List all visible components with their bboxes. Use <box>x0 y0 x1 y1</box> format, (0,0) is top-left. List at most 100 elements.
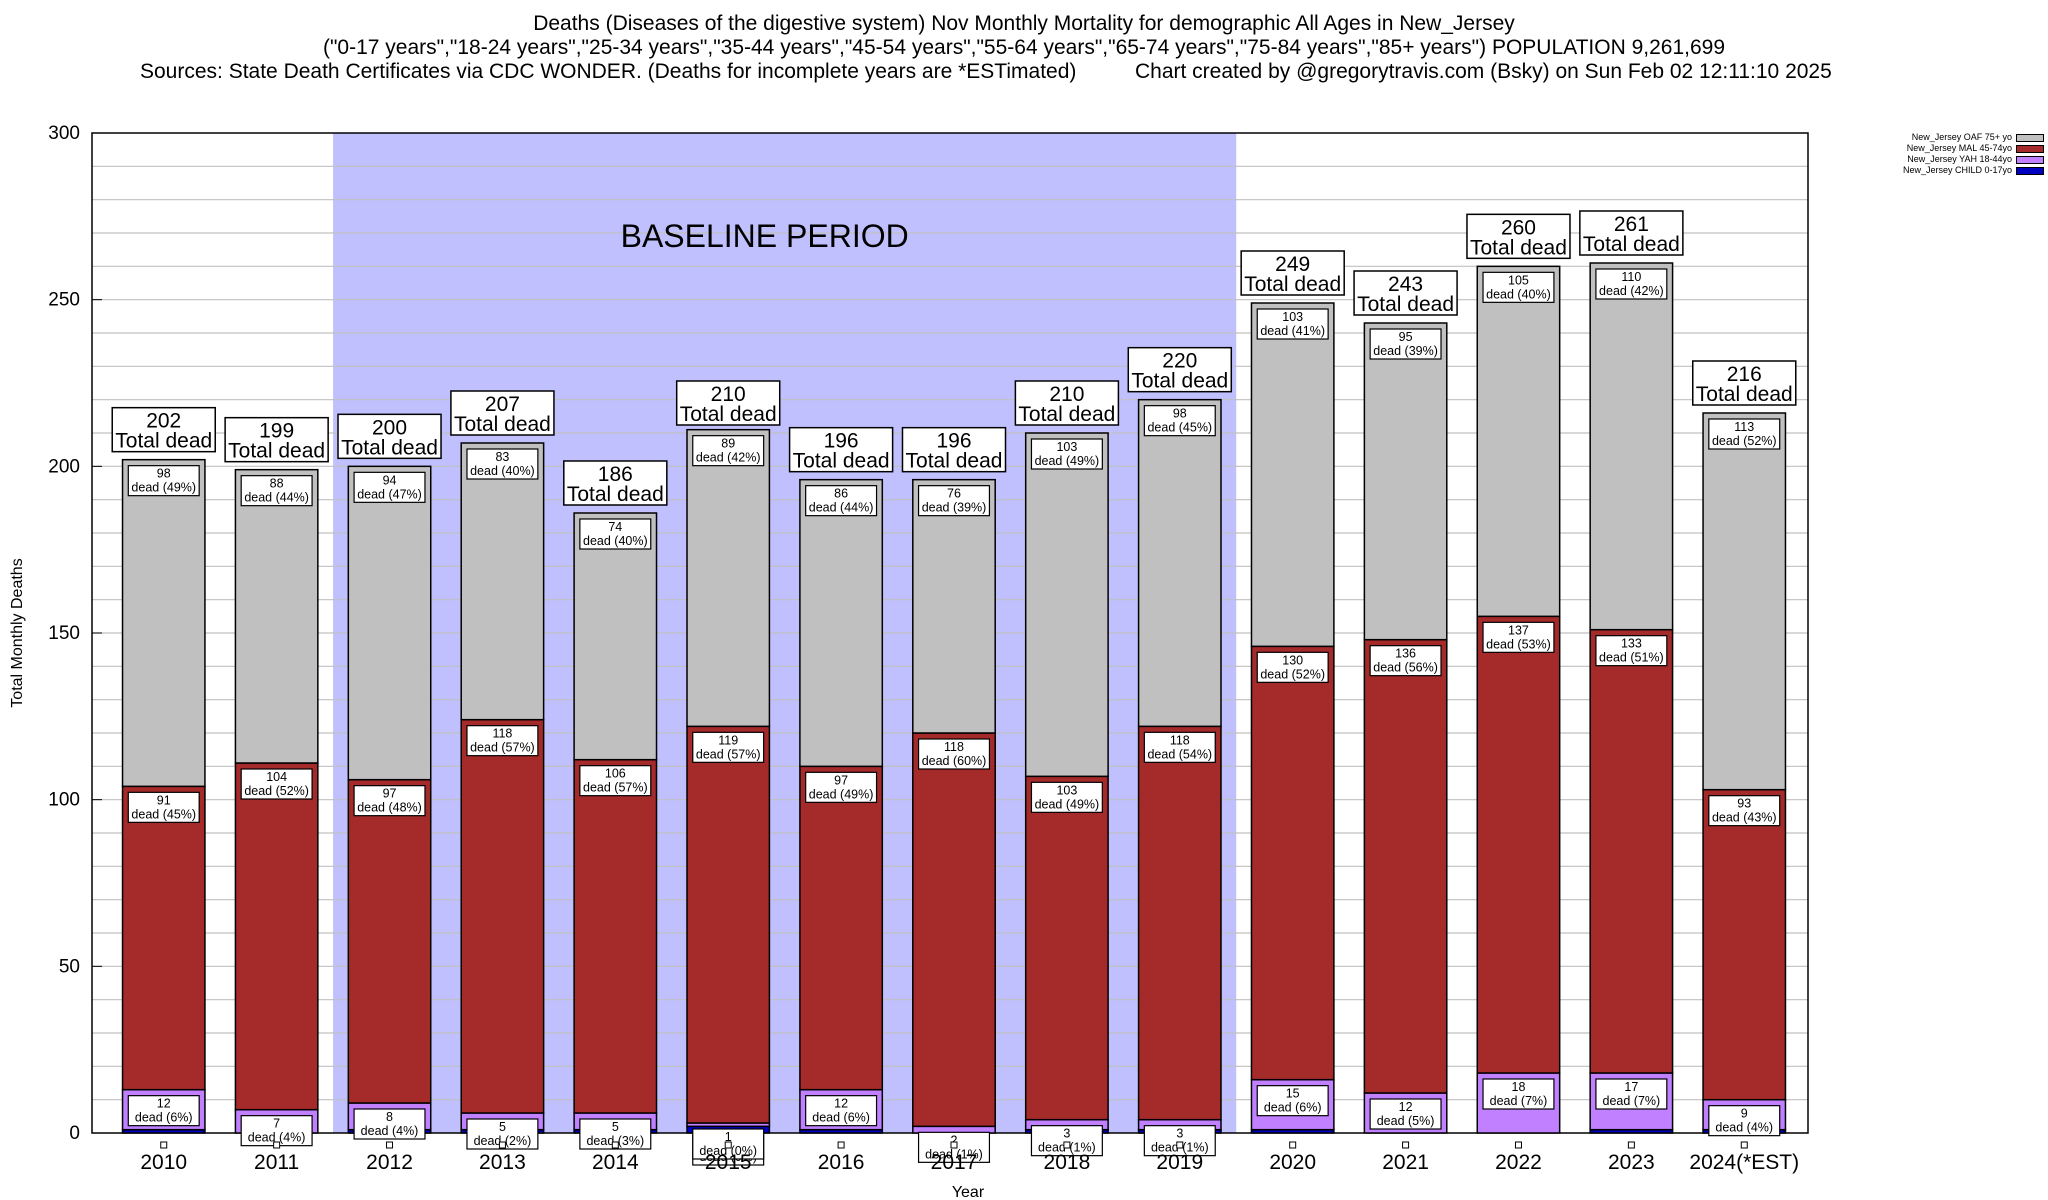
segment-label-box <box>127 465 200 497</box>
segment-label-pct: dead (57%) <box>696 747 761 761</box>
segment-label-value: 105 <box>1508 273 1529 287</box>
segment-label-box <box>1030 438 1103 470</box>
segment-label-value: 113 <box>1734 420 1754 434</box>
segment-label-value: 118 <box>944 740 964 754</box>
x-tick-label: 2011 <box>254 1151 299 1174</box>
segment-label-pct: dead (45%) <box>131 807 196 821</box>
segment-label-pct: dead (49%) <box>131 481 196 495</box>
segment-label-value: 118 <box>492 727 512 741</box>
segment-label-value: 3 <box>1176 1127 1183 1141</box>
segment-label-box <box>1708 795 1781 827</box>
total-label-box <box>563 460 668 506</box>
segment-label-pct: dead (51%) <box>1599 651 1664 665</box>
segment-label-value: 15 <box>1286 1087 1300 1101</box>
child-marker <box>724 1141 732 1149</box>
segment-label-value: 93 <box>1737 797 1751 811</box>
child-marker <box>1514 1141 1522 1149</box>
segment-label-pct: dead (48%) <box>357 801 422 815</box>
total-label-text: Total dead <box>1583 233 1680 256</box>
segment-label-pct: dead (45%) <box>1147 421 1212 435</box>
segment-label-pct: dead (40%) <box>583 534 648 548</box>
segment-label-box <box>353 1108 426 1140</box>
segment-label-box <box>1708 1105 1781 1137</box>
segment-label-box <box>353 471 426 503</box>
total-label-text: Total dead <box>115 430 212 453</box>
y-tick-label: 250 <box>48 290 80 311</box>
segment-label-pct: dead (52%) <box>1260 667 1325 681</box>
segment-label-box <box>692 731 765 763</box>
segment-label-box <box>127 791 200 823</box>
segment-label-box <box>1369 328 1442 360</box>
bar-segment-oaf <box>686 428 771 728</box>
bar-segment-oaf <box>460 442 545 721</box>
child-marker <box>1289 1141 1297 1149</box>
bar-segment-mal <box>1589 628 1674 1074</box>
x-tick-label: 2017 <box>931 1151 978 1174</box>
total-label-value: 261 <box>1614 213 1649 236</box>
chart-titles: Deaths (Diseases of the digestive system… <box>0 12 2048 83</box>
segment-label-value: 94 <box>383 473 397 487</box>
total-label-box <box>1127 346 1233 393</box>
segment-label-pct: dead (4%) <box>248 1131 306 1145</box>
segment-label-box <box>805 485 878 517</box>
total-label-value: 200 <box>372 416 407 439</box>
segment-label-box <box>1369 1098 1442 1130</box>
segment-label-value: 106 <box>605 767 626 781</box>
segment-label-pct: dead (2%) <box>474 1134 532 1148</box>
bar-segment-oaf <box>912 478 996 734</box>
bar-segment-mal <box>799 765 884 1091</box>
total-label-value: 186 <box>598 463 633 486</box>
x-tick-label: 2012 <box>366 1151 413 1174</box>
segment-label-box <box>917 738 991 770</box>
x-axis-label: Year <box>952 1184 985 1200</box>
y-tick-label: 300 <box>48 123 80 144</box>
total-label-box <box>1692 360 1797 406</box>
total-label-text: Total dead <box>1357 293 1454 316</box>
segment-label-pct: dead (42%) <box>696 451 761 465</box>
segment-label-value: 137 <box>1508 623 1529 637</box>
x-tick-label: 2010 <box>140 1151 187 1174</box>
total-label-text: Total dead <box>1018 403 1115 426</box>
segment-label-value: 91 <box>157 793 171 807</box>
total-label-box <box>788 426 894 473</box>
bar-segment-oaf <box>347 465 432 781</box>
bar-segment-mal <box>1702 788 1787 1101</box>
child-marker <box>1063 1141 1071 1149</box>
total-label-value: 199 <box>259 420 294 443</box>
segment-label-box <box>1595 1078 1668 1110</box>
segment-label-box <box>1256 308 1329 340</box>
total-label-value: 243 <box>1388 273 1423 296</box>
y-tick-label: 100 <box>48 790 80 811</box>
bar-segment-mal <box>1250 645 1335 1081</box>
total-label-text: Total dead <box>1470 236 1567 259</box>
segment-label-value: 17 <box>1624 1080 1638 1094</box>
x-tick-label: 2018 <box>1044 1151 1091 1174</box>
segment-label-box <box>579 765 652 797</box>
segment-label-value: 130 <box>1282 653 1303 667</box>
legend-swatch <box>2016 144 2044 153</box>
segment-label-value: 89 <box>721 437 735 451</box>
segment-label-value: 97 <box>834 773 848 787</box>
total-label-box <box>675 380 781 426</box>
total-label-value: 220 <box>1162 350 1197 373</box>
segment-label-box <box>1030 781 1103 813</box>
segment-label-pct: dead (6%) <box>812 1111 870 1125</box>
segment-label-box <box>466 725 539 757</box>
segment-label-value: 3 <box>1063 1127 1070 1141</box>
y-axis-label: Total Monthly Deaths <box>9 558 26 707</box>
segment-label-box <box>692 435 765 467</box>
segment-label-pct: dead (52%) <box>244 784 309 798</box>
segment-label-value: 1 <box>725 1130 732 1144</box>
segment-label-value: 12 <box>1399 1100 1413 1114</box>
segment-label-value: 98 <box>157 467 171 481</box>
segment-label-value: 97 <box>383 787 397 801</box>
bar-segment-oaf <box>121 458 206 788</box>
x-tick-label: 2014 <box>592 1151 639 1174</box>
segment-label-box <box>240 1115 313 1147</box>
total-label-text: Total dead <box>1696 383 1793 406</box>
segment-label-box <box>1482 1078 1555 1110</box>
x-tick-label: 2013 <box>479 1151 526 1174</box>
legend: New_Jersey OAF 75+ yo New_Jersey MAL 45-7… <box>1903 132 2044 176</box>
legend-item: New_Jersey OAF 75+ yo <box>1903 132 2044 143</box>
legend-swatch <box>2016 133 2044 142</box>
